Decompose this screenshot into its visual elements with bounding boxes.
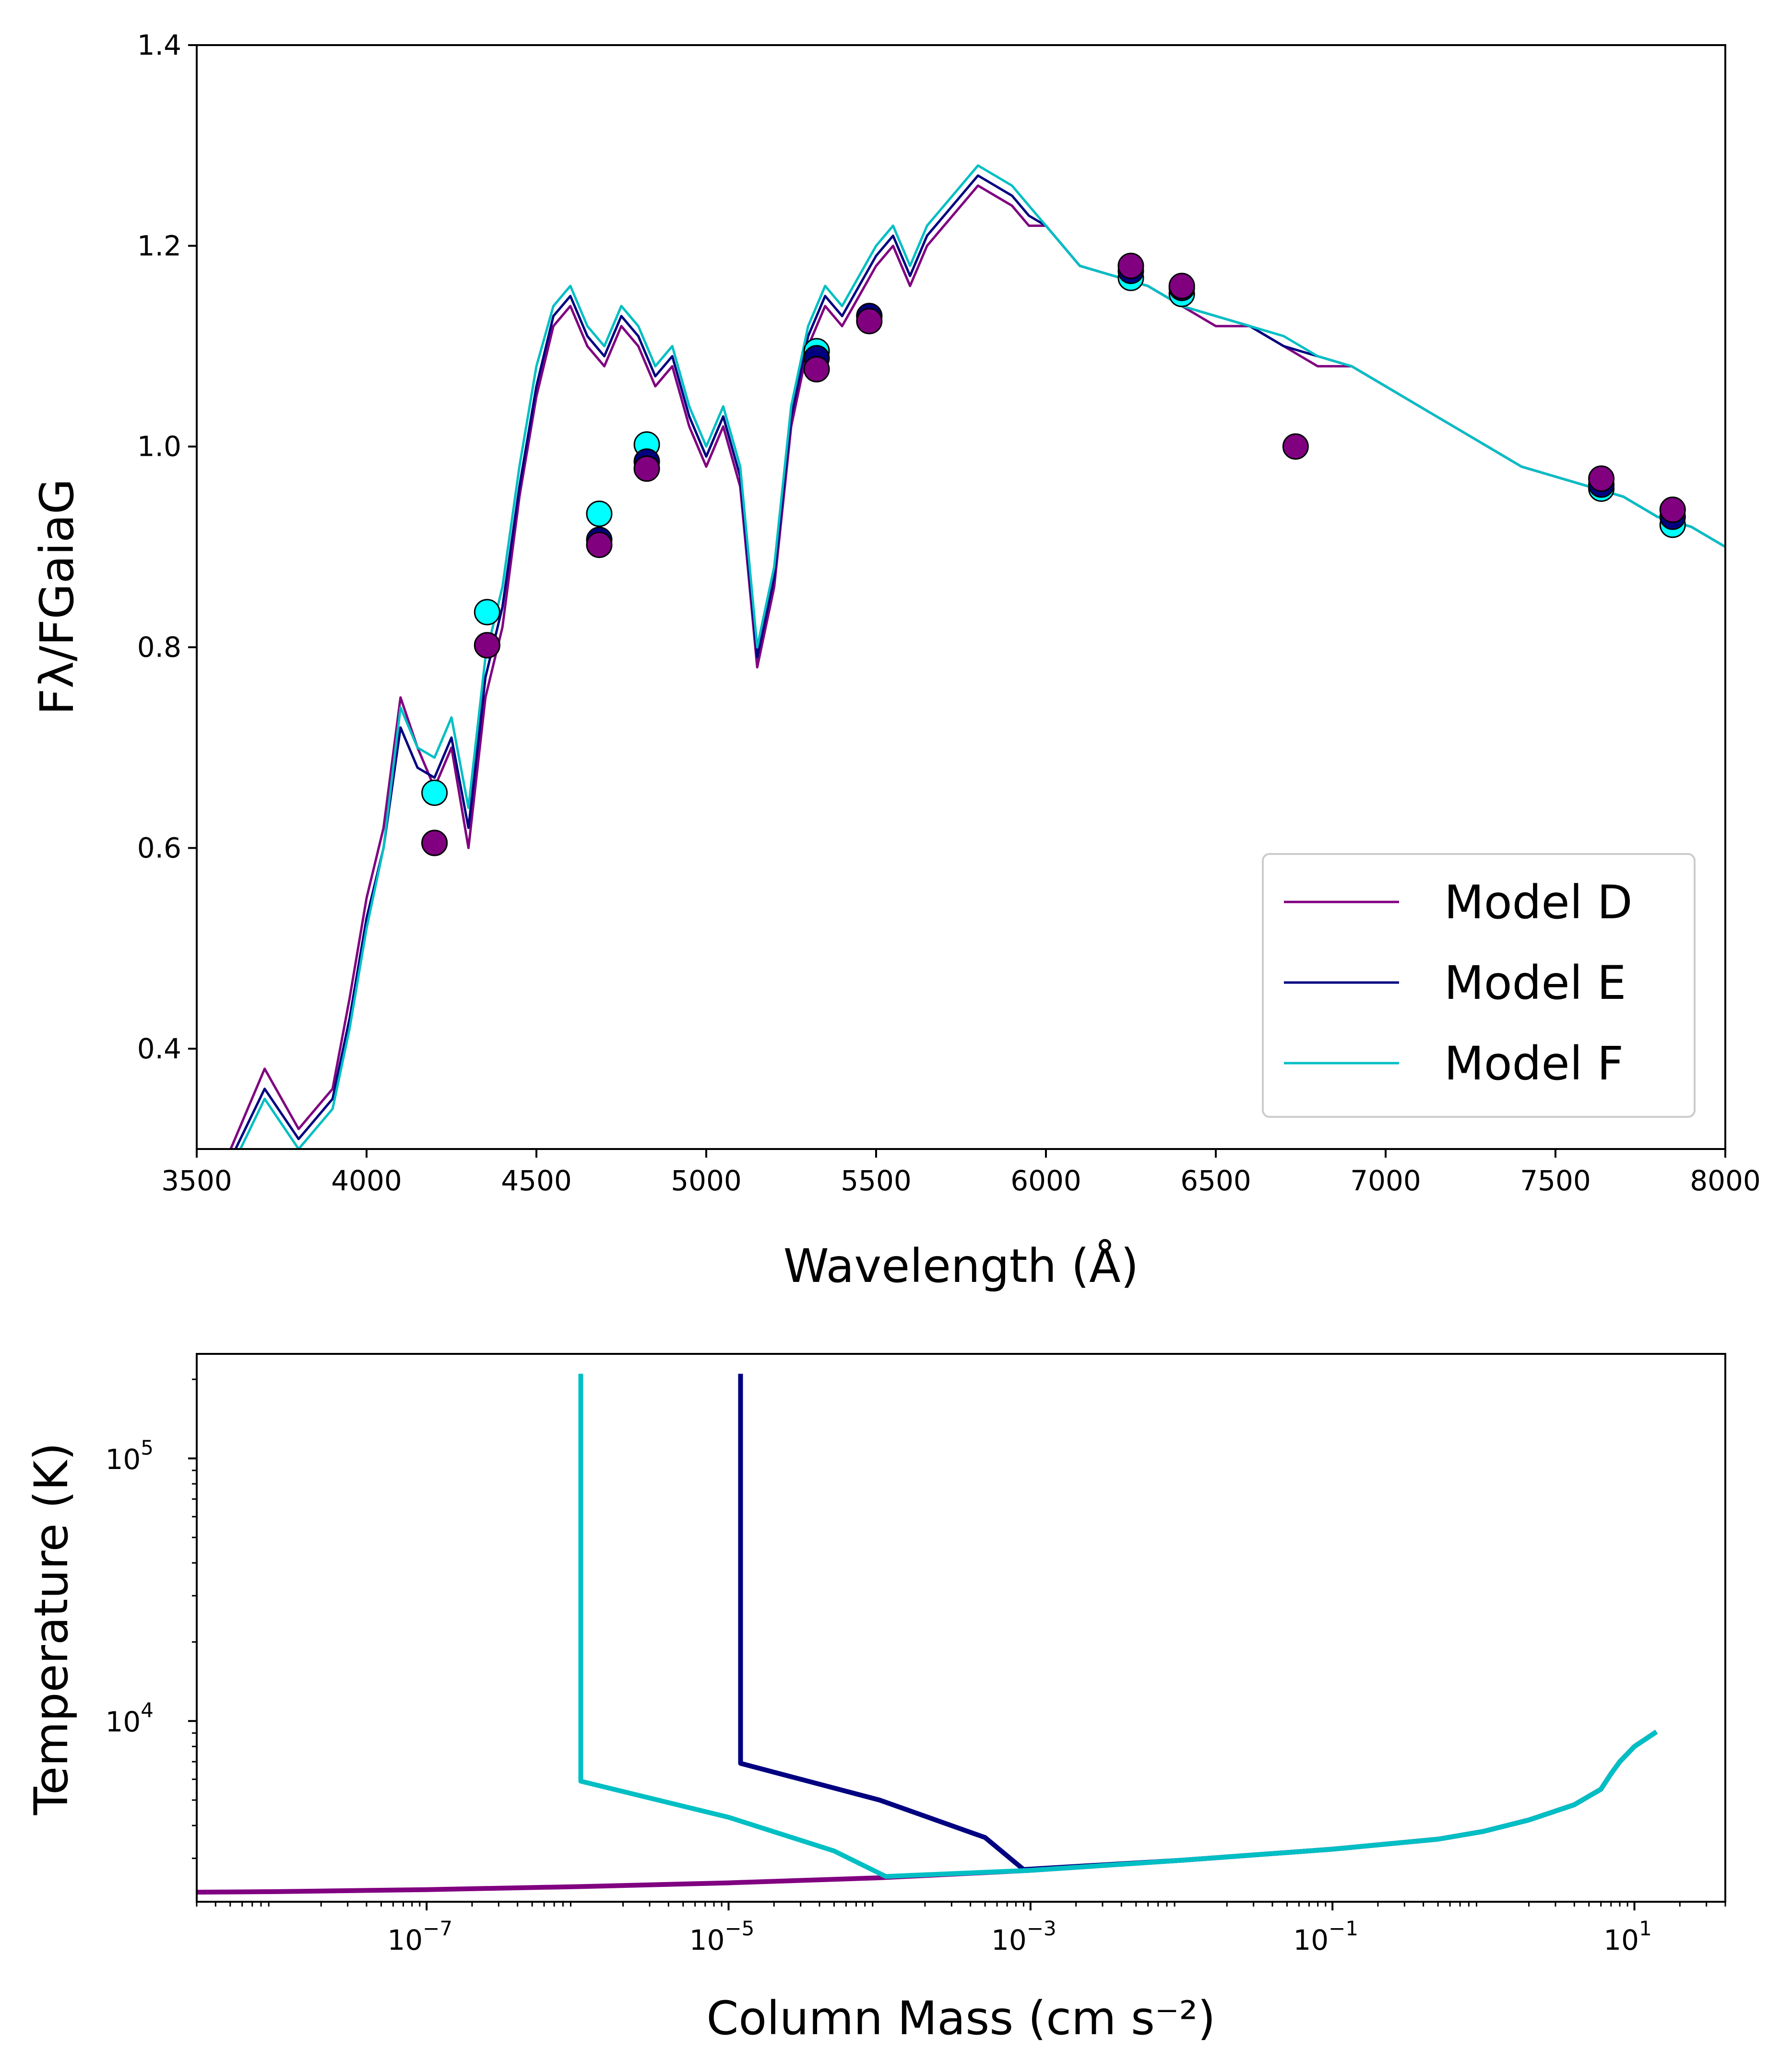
- legend-label-model-d: Model D: [1444, 876, 1633, 929]
- spectrum-ytick-label: 0.4: [137, 1032, 181, 1065]
- spectrum-ylabel: Fλ/FGaiaG: [30, 479, 84, 715]
- spectrum-xtick-label: 5500: [841, 1164, 912, 1197]
- spectrum-ytick-label: 0.6: [137, 831, 181, 864]
- temperature-plot-frame: [196, 1353, 1726, 1903]
- photometry-point-model-f: [474, 599, 500, 626]
- spectrum-xtick-label: 4000: [331, 1164, 402, 1197]
- photometry-point-model-d: [1282, 433, 1309, 460]
- legend-label-model-f: Model F: [1444, 1037, 1624, 1090]
- spectrum-ytick-label: 1.0: [137, 430, 181, 463]
- spectrum-xtick-label: 8000: [1690, 1164, 1761, 1197]
- legend: Model D Model E Model F: [1262, 853, 1696, 1118]
- photometry-point-model-f: [586, 500, 613, 527]
- spectrum-xtick-label: 5000: [671, 1164, 742, 1197]
- spectrum-ytick-label: 0.8: [137, 631, 181, 664]
- temperature-ylabel: Temperature (K): [24, 1443, 78, 1815]
- photometry-point-model-f: [421, 779, 448, 806]
- spectrum-ytick-label: 1.4: [137, 29, 181, 61]
- photometry-point-model-d: [803, 356, 830, 383]
- photometry-point-model-d: [1588, 465, 1615, 492]
- spectrum-xtick-label: 6000: [1010, 1164, 1081, 1197]
- spectrum-line-model-f: [239, 164, 1725, 1149]
- spectrum-xtick-label: 7000: [1350, 1164, 1421, 1197]
- spectrum-xtick-label: 6500: [1180, 1164, 1251, 1197]
- photometry-point-model-d: [1117, 252, 1144, 279]
- photometry-point-model-d: [474, 632, 500, 659]
- spectrum-plot-frame: [196, 44, 1726, 1150]
- spectrum-xlabel: Wavelength (Å): [783, 1239, 1139, 1293]
- photometry-point-model-d: [421, 830, 448, 856]
- photometry-point-model-d: [586, 532, 613, 558]
- spectrum-ytick-label: 1.2: [137, 229, 181, 262]
- temperature-line-model-f: [578, 1374, 1658, 1879]
- spectrum-xtick-label: 3500: [161, 1164, 232, 1197]
- photometry-point-model-d: [1659, 497, 1686, 523]
- spectrum-panel: 3500 4000 4500 5000 5500 6000 6500 7000 7500 8000…: [30, 29, 1761, 1293]
- spectrum-xtick-label: 4500: [501, 1164, 572, 1197]
- legend-label-model-e: Model E: [1444, 956, 1626, 1010]
- photometry-point-model-d: [1168, 273, 1195, 299]
- temperature-xlabel: Column Mass (cm s⁻²): [706, 1991, 1215, 2045]
- photometry-point-model-d: [856, 308, 883, 334]
- photometry-point-model-d: [633, 455, 660, 482]
- spectrum-xtick-label: 7500: [1520, 1164, 1591, 1197]
